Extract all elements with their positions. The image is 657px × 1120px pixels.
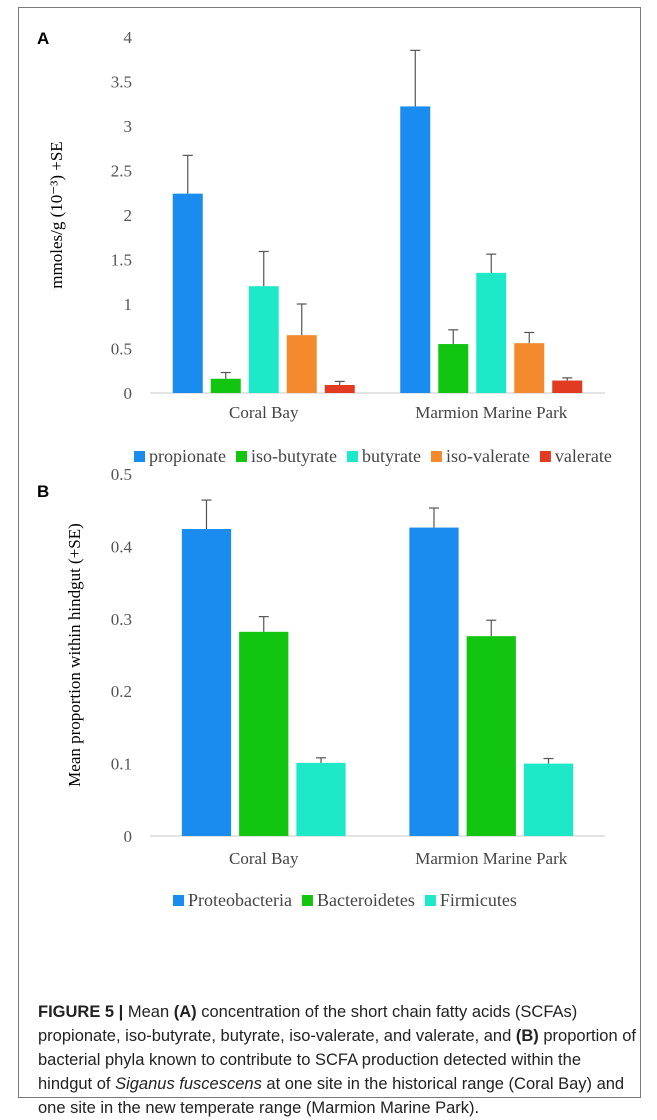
panel-a-letter: A [37,29,49,48]
legend-swatch [134,451,145,462]
bar-iso-butyrate-coral-bay [210,378,241,393]
y-tick-label: 0.3 [111,610,132,629]
bar-proteobacteria-coral-bay [181,529,232,836]
y-tick-label: 0 [124,384,133,403]
bar-valerate-coral-bay [324,384,355,393]
panel-b-letter: B [37,482,49,501]
y-tick-label: 0.5 [111,465,132,484]
legend-swatch [346,451,358,462]
chart-a: 0 0.5 1 1.5 2 2.5 3 3.5 4 mmoles/g (10⁻³) +SE Cora… [47,28,612,466]
bar-proteobacteria-marmion-marine-park [409,527,459,836]
caption-text-2: concentration of the short chain fatty a… [38,1003,578,1045]
legend-swatch [235,451,247,462]
bar-firmicutes-marmion-marine-park [523,763,574,836]
bar-iso-butyrate-marmion-marine-park [438,344,469,393]
y-tick-label: 1.5 [111,251,132,270]
legend-label: iso-butyrate [251,446,337,466]
legend-label: butyrate [362,446,421,466]
y-tick-label: 4 [124,28,133,47]
bar-iso-valerate-marmion-marine-park [514,343,545,393]
caption-text-1: Mean [123,1003,174,1021]
caption-text-3: proportion of bacterial phyla known to c… [38,1027,637,1093]
y-tick-label: 3 [124,117,133,136]
y-tick-label: 3.5 [111,73,132,92]
bar-bacteroidetes-marmion-marine-park [466,636,516,836]
bar-firmicutes-coral-bay [296,762,346,836]
bar-butyrate-coral-bay [248,286,279,393]
y-tick-label: 0.1 [111,755,132,774]
caption-label: FIGURE 5 | [38,1003,124,1021]
y-tick-label: 0.5 [111,340,132,359]
legend-label: valerate [555,446,612,466]
bar-propionate-coral-bay [172,193,203,393]
legend-swatch [539,451,551,462]
category-label: Marmion Marine Park [415,403,568,422]
legend-label: Proteobacteria [188,890,292,910]
legend-swatch [301,895,313,906]
legend-label: Firmicutes [440,890,517,910]
chart-b: 0 0.1 0.2 0.3 0.4 0.5 Mean proportion within h… [65,465,605,910]
legend-label: iso-valerate [446,446,530,466]
category-label: Coral Bay [229,403,299,422]
y-tick-label: 0 [124,827,133,846]
caption-panel-a: (A) [173,1003,197,1021]
bar-propionate-marmion-marine-park [400,106,431,394]
y-tick-label: 0.2 [111,682,132,701]
legend-swatch [173,895,184,906]
legend-swatch [424,895,436,906]
caption-species: Siganus fuscescens [115,1075,262,1093]
caption-panel-b: (B) [515,1027,539,1045]
category-label: Coral Bay [229,849,299,868]
legend-swatch [430,451,442,462]
figure-caption: FIGURE 5 | Mean (A) concentration of the… [38,1000,638,1120]
bar-bacteroidetes-coral-bay [239,631,289,836]
category-label: Marmion Marine Park [415,849,568,868]
y-tick-label: 2 [124,206,133,225]
bar-butyrate-marmion-marine-park [476,272,507,393]
bar-valerate-marmion-marine-park [552,380,583,393]
y-axis-label: mmoles/g (10⁻³) +SE [47,141,66,288]
y-tick-label: 2.5 [111,162,132,181]
legend-label: Bacteroidetes [317,890,415,910]
y-tick-label: 1 [124,295,133,314]
y-axis-label: Mean proportion within hindgut (+SE) [65,523,84,787]
legend-label: propionate [149,446,226,466]
bar-iso-valerate-coral-bay [286,335,317,393]
y-tick-label: 0.4 [111,537,133,556]
